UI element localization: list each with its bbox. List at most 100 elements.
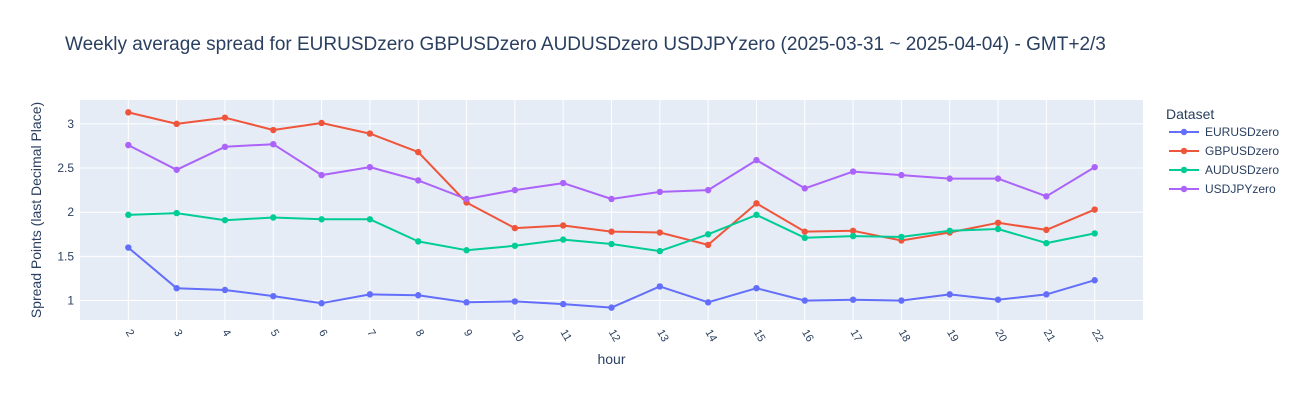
data-point [125, 211, 132, 219]
data-point [994, 225, 1002, 233]
legend-marker-icon [1180, 185, 1188, 193]
data-point [173, 120, 180, 128]
x-tick-label: 15 [751, 328, 768, 345]
data-point [415, 148, 422, 156]
legend-item-eurusdzero[interactable]: EURUSDzero [1169, 125, 1279, 139]
x-tick-label: 19 [944, 328, 961, 345]
data-point [704, 241, 712, 249]
data-point [753, 284, 760, 292]
data-point [221, 216, 229, 224]
series-eurusdzero [125, 244, 1098, 311]
data-point [608, 228, 615, 235]
data-point [221, 114, 229, 121]
data-point [608, 195, 615, 203]
data-point [511, 298, 519, 305]
data-point [753, 211, 760, 219]
data-point [801, 297, 808, 304]
series-audusdzero [125, 209, 1098, 255]
gridlines [80, 100, 1143, 320]
y-tick-label: 1 [67, 294, 74, 308]
data-point [559, 179, 567, 187]
x-tick-label: 9 [461, 328, 474, 339]
data-point [511, 224, 519, 232]
x-axis-ticks: 2 3 4 5 6 7 8 9 10 11 12 13 14 15 16 17 18 19 20 21 22 [123, 328, 1106, 345]
data-point [994, 175, 1002, 182]
y-tick-label: 2.5 [57, 161, 74, 175]
y-axis-ticks: 1 1.5 2 2.5 3 [57, 117, 74, 308]
legend-marker-icon [1180, 147, 1188, 155]
data-point [125, 141, 132, 149]
x-tick-label: 21 [1041, 328, 1058, 345]
data-point [704, 299, 712, 306]
x-tick-label: 22 [1089, 328, 1106, 345]
data-point [849, 232, 857, 240]
data-point [125, 244, 132, 251]
data-point [1091, 230, 1098, 237]
x-tick-label: 5 [268, 328, 281, 339]
data-point [559, 236, 567, 243]
x-tick-label: 11 [558, 328, 574, 344]
legend-label: EURUSDzero [1205, 125, 1279, 139]
data-point [946, 227, 953, 234]
data-point [1043, 239, 1050, 247]
data-point [318, 216, 325, 223]
legend-item-audusdzero[interactable]: AUDUSDzero [1169, 163, 1279, 177]
y-axis-title: Spread Points (last Decimal Place) [28, 102, 44, 318]
data-point [511, 242, 519, 249]
data-point [415, 292, 422, 299]
x-axis-title: hour [597, 351, 625, 367]
legend-label: AUDUSDzero [1205, 163, 1279, 177]
data-point [415, 177, 422, 184]
data-point [1043, 193, 1050, 200]
data-point [173, 284, 180, 292]
data-point [801, 234, 808, 242]
data-point [125, 109, 132, 116]
data-point [511, 186, 519, 194]
data-point [801, 228, 808, 235]
data-point [849, 168, 857, 175]
data-point [994, 219, 1002, 227]
x-tick-label: 16 [799, 328, 816, 345]
data-point [656, 188, 664, 196]
legend-marker-icon [1180, 128, 1188, 136]
legend-label: GBPUSDzero [1205, 144, 1279, 158]
legend: Dataset EURUSDzero GBPUSDzero AUDUSDzero US… [1166, 106, 1279, 196]
x-tick-label: 7 [364, 328, 377, 339]
data-point [704, 231, 712, 238]
data-point [270, 292, 277, 300]
data-point [221, 143, 229, 151]
data-point [656, 229, 664, 236]
x-tick-label: 8 [413, 328, 426, 339]
data-point [559, 222, 567, 229]
data-point [946, 291, 953, 298]
data-point [704, 186, 712, 194]
data-point [366, 130, 374, 137]
x-tick-label: 2 [123, 328, 136, 339]
data-point [270, 214, 277, 221]
x-tick-label: 4 [219, 328, 232, 339]
data-point [173, 166, 180, 173]
data-point [1043, 226, 1050, 234]
x-tick-label: 3 [171, 328, 184, 339]
data-point [318, 300, 325, 307]
legend-item-usdjpyzero[interactable]: USDJPYzero [1169, 182, 1276, 196]
data-point [849, 296, 857, 303]
data-point [608, 304, 615, 311]
y-tick-label: 3 [67, 117, 74, 131]
data-point [318, 119, 325, 127]
legend-item-gbpusdzero[interactable]: GBPUSDzero [1169, 144, 1279, 158]
data-point [221, 286, 229, 294]
data-point [898, 233, 905, 241]
legend-title: Dataset [1166, 106, 1214, 122]
data-point [366, 163, 374, 171]
x-tick-label: 10 [509, 328, 526, 345]
data-point [801, 185, 808, 192]
data-point [946, 175, 953, 182]
x-tick-label: 13 [654, 328, 671, 345]
data-point [656, 283, 664, 290]
x-tick-label: 14 [703, 328, 720, 345]
legend-label: USDJPYzero [1205, 182, 1276, 196]
data-point [559, 300, 567, 308]
data-point [1091, 206, 1098, 213]
data-point [463, 195, 470, 203]
